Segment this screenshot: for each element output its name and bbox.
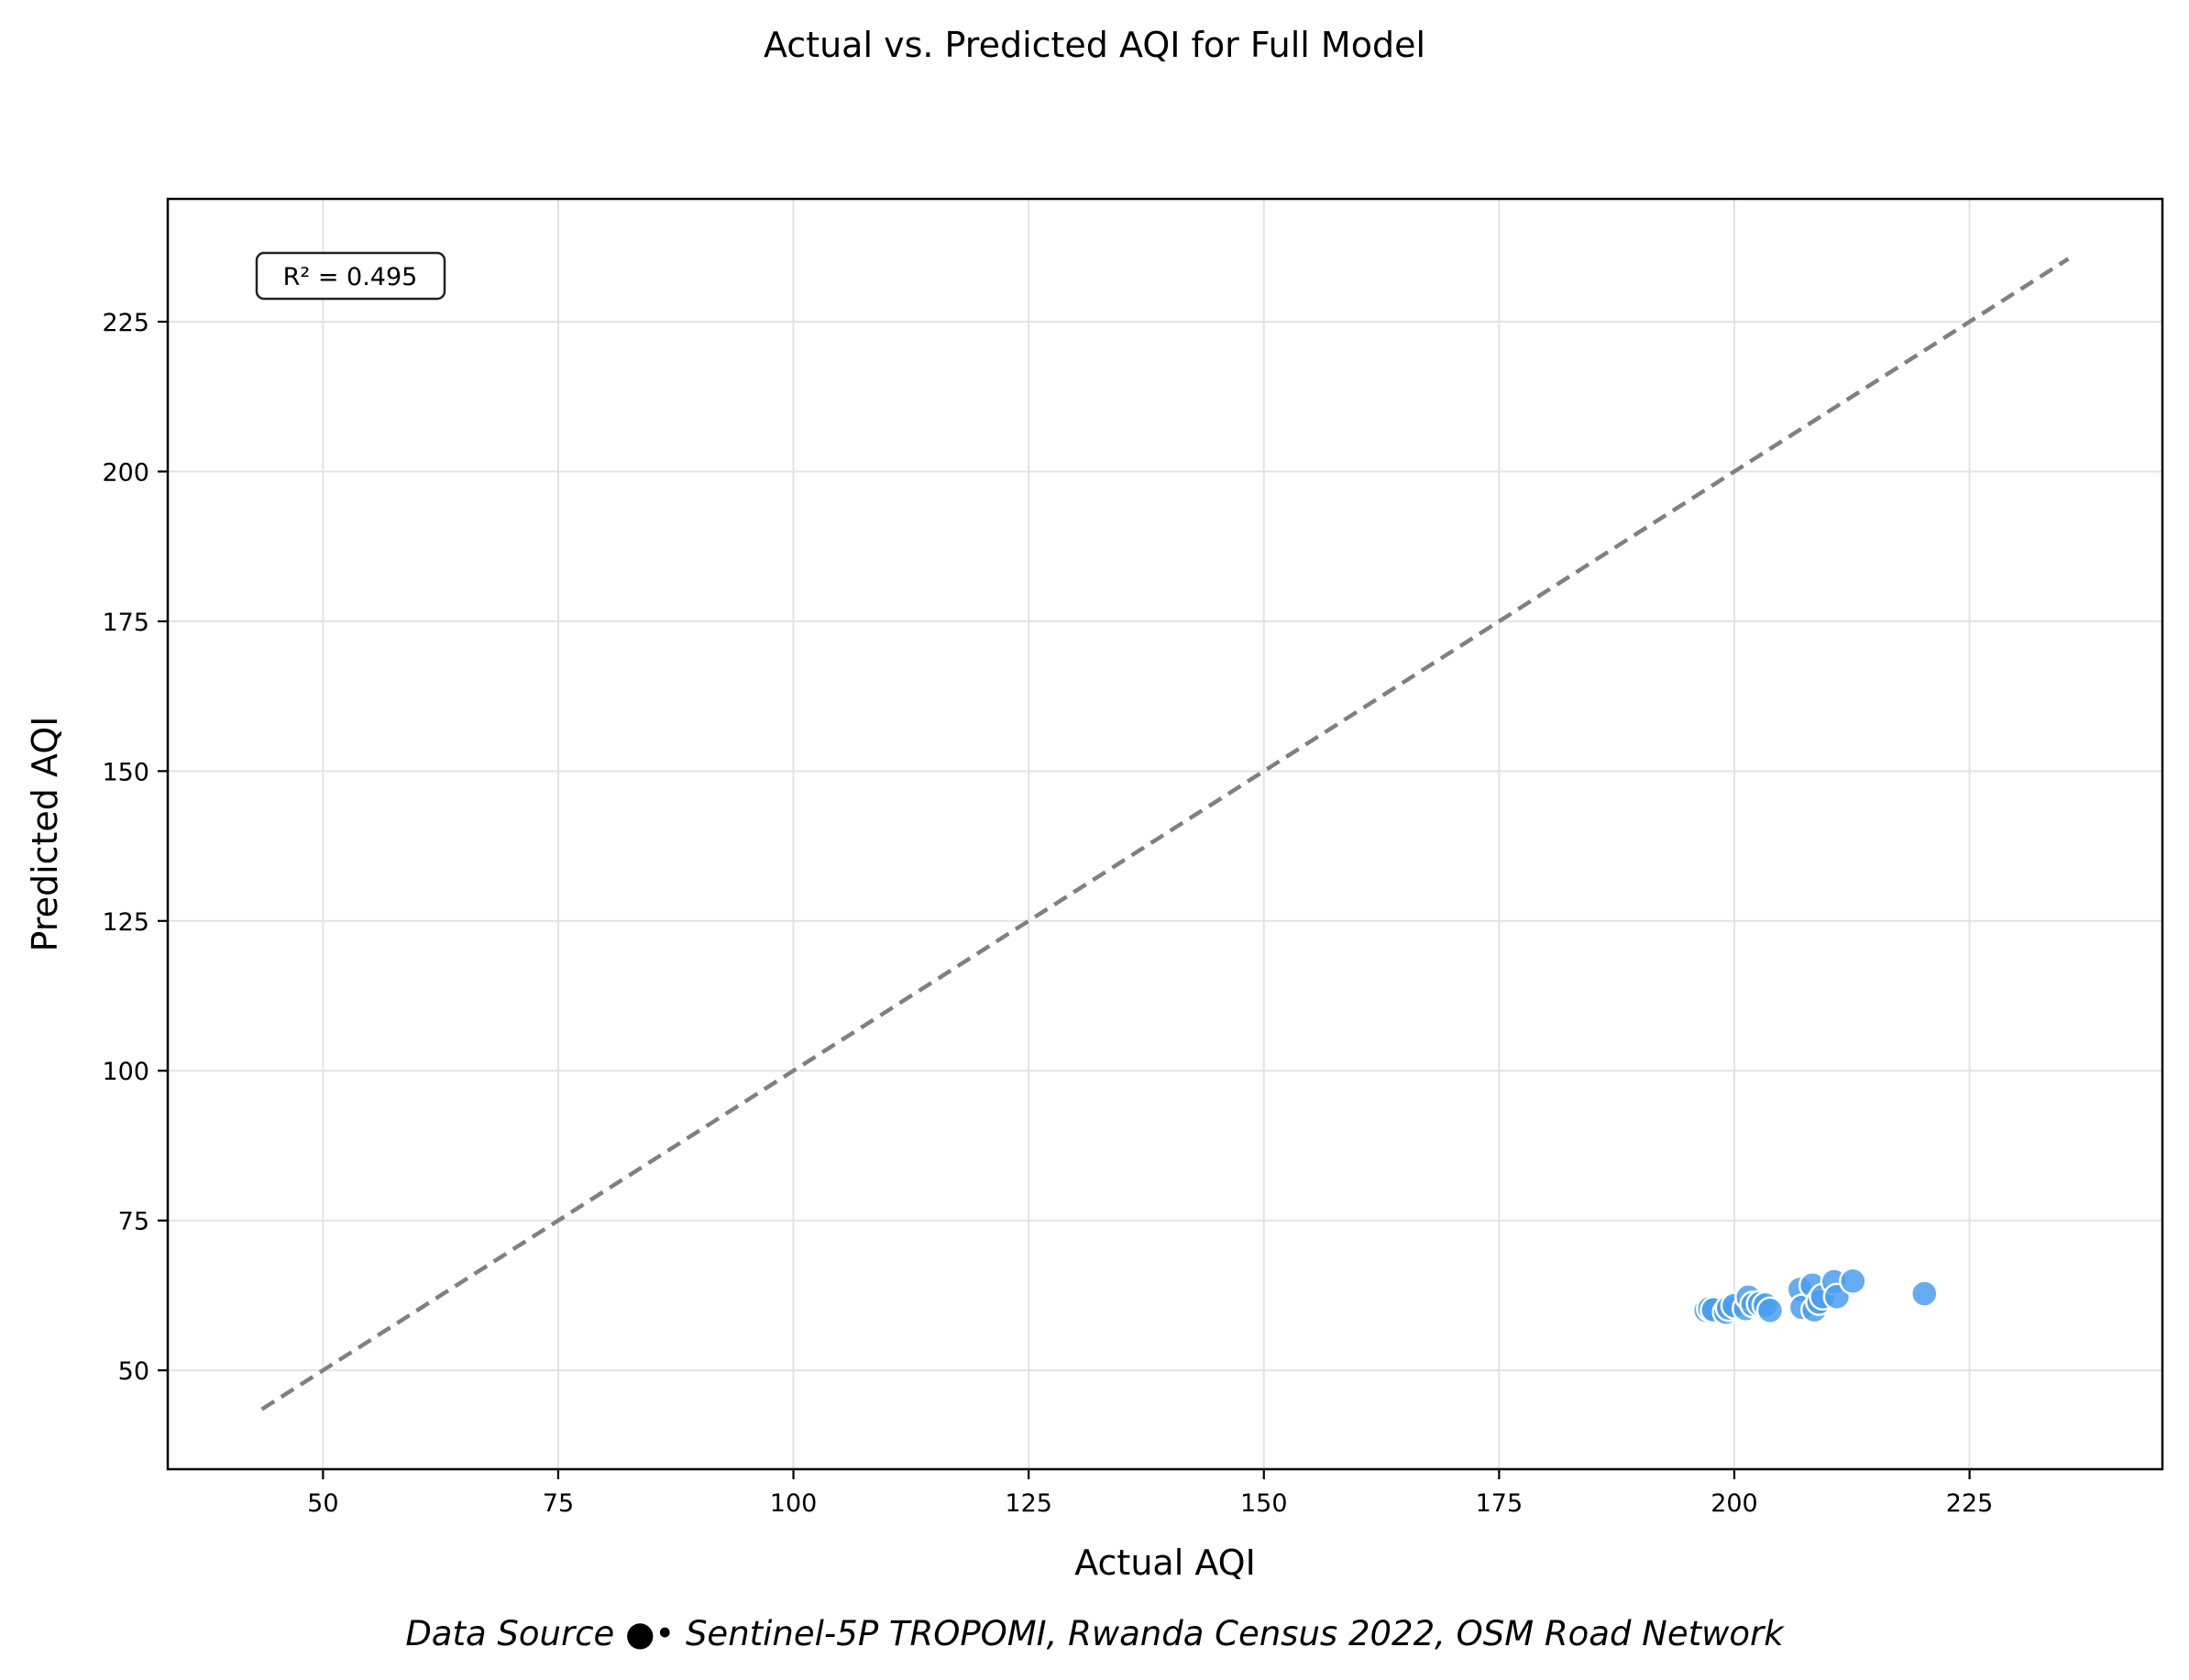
y-tick-label: 225 — [102, 309, 149, 337]
x-tick-label: 225 — [1946, 1489, 1994, 1518]
x-tick-label: 100 — [770, 1489, 818, 1518]
scatter-point — [1755, 1296, 1785, 1324]
chart-title: Actual vs. Predicted AQI for Full Model — [764, 25, 1425, 65]
y-tick-label: 175 — [102, 609, 149, 637]
r2-annotation: R² = 0.495 — [255, 251, 446, 301]
y-tick-label: 75 — [118, 1208, 149, 1236]
y-tick-label: 50 — [118, 1357, 149, 1386]
x-ticks: 50 75 100 125 150 175 200 225 — [307, 1469, 1993, 1518]
plot-frame — [166, 197, 2164, 1471]
scatter-point — [1910, 1279, 1939, 1308]
y-ticks: 50 75 100 125 150 175 200 225 — [102, 309, 168, 1386]
grid-lines — [168, 199, 2162, 1469]
x-tick-label: 75 — [543, 1489, 574, 1518]
reference-line — [260, 257, 2070, 1411]
y-tick-label: 200 — [102, 458, 149, 487]
y-tick-label: 150 — [102, 758, 149, 786]
y-tick-label: 100 — [102, 1058, 149, 1086]
r2-annotation-text: R² = 0.495 — [283, 263, 418, 291]
x-tick-label: 150 — [1240, 1489, 1288, 1518]
x-tick-label: 200 — [1710, 1489, 1758, 1518]
scatter-points — [1691, 1267, 1939, 1326]
x-tick-label: 125 — [1005, 1489, 1052, 1518]
y-tick-label: 125 — [102, 908, 149, 937]
data-source-footer: Data Source ●• Sentinel-5P TROPOMI, Rwan… — [405, 1614, 1785, 1653]
x-tick-label: 50 — [307, 1489, 338, 1518]
x-axis-label: Actual AQI — [1074, 1543, 1256, 1583]
y-axis-label: Predicted AQI — [25, 717, 65, 952]
scatter-point — [1839, 1267, 1867, 1295]
r2-annotation-box — [255, 251, 446, 301]
x-tick-label: 175 — [1476, 1489, 1524, 1518]
